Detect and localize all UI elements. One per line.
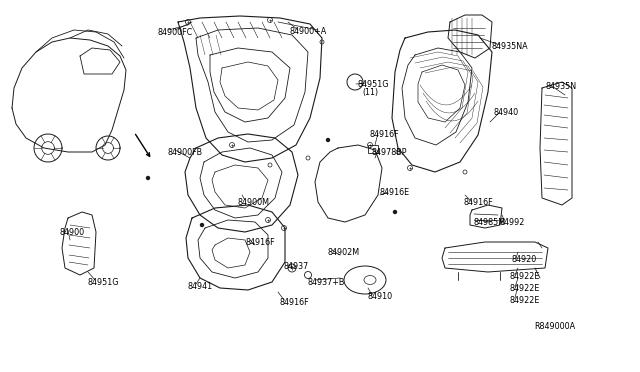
Text: R849000A: R849000A <box>534 322 575 331</box>
Text: 84937: 84937 <box>283 262 308 271</box>
Circle shape <box>147 176 150 180</box>
Text: 84916E: 84916E <box>380 188 410 197</box>
Text: 84922E: 84922E <box>510 284 540 293</box>
Text: 84900FC: 84900FC <box>158 28 193 37</box>
Text: 84920: 84920 <box>512 255 537 264</box>
Text: 84951G: 84951G <box>88 278 120 287</box>
Text: 84900+A: 84900+A <box>290 27 327 36</box>
Text: 84916F: 84916F <box>370 130 399 139</box>
Text: 84935N: 84935N <box>546 82 577 91</box>
Text: 84900: 84900 <box>60 228 85 237</box>
Text: 84941: 84941 <box>188 282 213 291</box>
Text: 84916F: 84916F <box>246 238 276 247</box>
Circle shape <box>326 138 330 141</box>
Text: 84935NA: 84935NA <box>492 42 529 51</box>
Circle shape <box>200 224 204 227</box>
Text: 84910: 84910 <box>368 292 393 301</box>
Text: 84951G: 84951G <box>358 80 390 89</box>
Text: 84900FB: 84900FB <box>168 148 203 157</box>
Text: 84978BP: 84978BP <box>372 148 408 157</box>
Text: 84900M: 84900M <box>238 198 270 207</box>
Circle shape <box>394 211 397 214</box>
Text: 84992: 84992 <box>500 218 525 227</box>
Text: 84902M: 84902M <box>328 248 360 257</box>
Text: 84940: 84940 <box>494 108 519 117</box>
Text: 84937+B: 84937+B <box>308 278 346 287</box>
Text: 84922E: 84922E <box>510 296 540 305</box>
Text: 84916F: 84916F <box>280 298 310 307</box>
Text: (11): (11) <box>362 88 378 97</box>
Text: 84916F: 84916F <box>464 198 493 207</box>
Text: 84985M: 84985M <box>474 218 506 227</box>
Text: 84922E: 84922E <box>510 272 540 281</box>
